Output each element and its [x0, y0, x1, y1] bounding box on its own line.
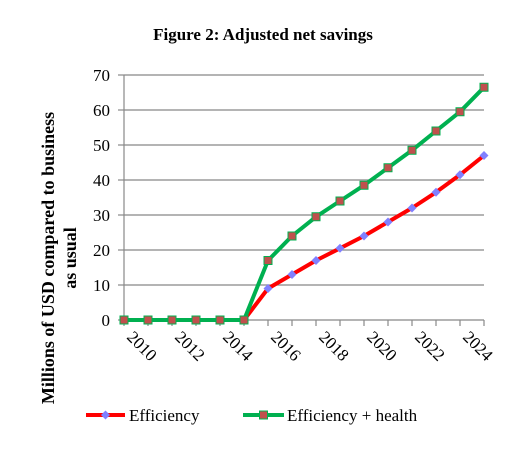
- point-efficiency-health-2019: [335, 196, 345, 206]
- point-efficiency-2024: [455, 170, 465, 180]
- series-line-efficiency-health: [124, 85, 486, 322]
- point-efficiency-health-2020: [359, 180, 369, 190]
- point-efficiency-2023: [431, 187, 441, 197]
- legend-label-efficiency: Efficiency: [129, 406, 200, 425]
- point-efficiency-2018: [311, 256, 321, 265]
- x-tick-label-2022: 2022: [411, 327, 448, 364]
- point-efficiency-health-2010: [119, 315, 129, 325]
- y-tick-label-60: 60: [93, 101, 110, 120]
- point-efficiency-health-2022: [407, 145, 417, 155]
- x-tick-label-2014: 2014: [219, 327, 257, 365]
- point-efficiency-health-2018: [311, 212, 321, 222]
- y-axis-title: Millions of USD compared to business as …: [38, 112, 80, 404]
- point-efficiency-health-2025: [479, 82, 489, 92]
- x-tick-label-2010: 2010: [123, 327, 160, 364]
- x-tick-label-2018: 2018: [315, 327, 352, 364]
- point-efficiency-2016: [263, 284, 273, 293]
- point-efficiency-health-2011: [143, 315, 153, 325]
- point-efficiency-health-2024: [455, 107, 465, 117]
- y-tick-label-0: 0: [102, 311, 111, 330]
- y-tick-label-50: 50: [93, 136, 110, 155]
- y-tick-label-30: 30: [93, 206, 110, 225]
- point-efficiency-health-2012: [167, 315, 177, 325]
- y-axis-ticks: 0 10 20 30 40 50 60 70: [93, 66, 124, 330]
- series-layer: [119, 82, 489, 325]
- legend-item-efficiency: Efficiency: [86, 406, 200, 425]
- point-efficiency-health-2014: [215, 315, 225, 325]
- point-efficiency-health-2013: [191, 315, 201, 325]
- legend-swatch-efficiency-health-marker: [259, 410, 268, 420]
- legend: Efficiency Efficiency + health: [86, 406, 418, 425]
- point-efficiency-2019: [335, 243, 345, 253]
- legend-item-efficiency-health: Efficiency + health: [243, 406, 418, 425]
- x-tick-label-2016: 2016: [267, 327, 304, 364]
- y-tick-label-40: 40: [93, 171, 110, 190]
- point-efficiency-2021: [383, 217, 393, 227]
- point-efficiency-health-2017: [287, 231, 297, 241]
- y-axis-title-line-2: as usual: [60, 227, 80, 289]
- y-tick-label-70: 70: [93, 66, 110, 85]
- legend-label-efficiency-health: Efficiency + health: [287, 406, 418, 425]
- chart-title: Figure 2: Adjusted net savings: [153, 25, 373, 44]
- x-tick-label-2012: 2012: [171, 327, 208, 364]
- point-efficiency-2017: [287, 270, 297, 279]
- point-efficiency-health-2023: [431, 126, 441, 136]
- legend-swatch-efficiency-marker: [101, 410, 110, 420]
- x-axis-ticks: 2010 2012 2014 2016 2018 2020 2022 2024: [123, 320, 497, 365]
- y-axis-title-line-1: Millions of USD compared to business: [38, 112, 58, 404]
- x-tick-label-2020: 2020: [363, 327, 400, 364]
- x-tick-label-2024: 2024: [459, 327, 497, 365]
- gridlines: [123, 74, 484, 321]
- y-tick-label-20: 20: [93, 241, 110, 260]
- point-efficiency-health-2016: [263, 256, 273, 265]
- point-efficiency-health-2015: [239, 315, 249, 325]
- point-efficiency-health-2021: [383, 163, 393, 173]
- point-efficiency-2020: [359, 231, 369, 241]
- y-tick-label-10: 10: [93, 276, 110, 295]
- point-efficiency-2022: [407, 203, 417, 213]
- point-efficiency-2025: [479, 151, 489, 160]
